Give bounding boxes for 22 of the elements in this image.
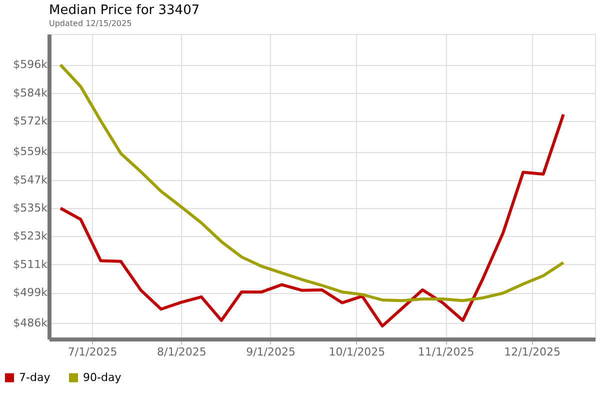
y-tick-label: $559k: [13, 145, 48, 158]
y-tick-label: $584k: [13, 86, 48, 100]
y-tick-label: $499k: [13, 286, 48, 300]
x-tick-label: 8/1/2025: [156, 346, 206, 358]
y-tick-label: $523k: [13, 230, 48, 243]
y-tick-label: $535k: [13, 202, 48, 215]
chart-title: Median Price for 33407: [49, 3, 200, 18]
line-series: [58, 63, 565, 302]
x-tick-label: 12/1/2025: [504, 346, 560, 358]
y-tick-label: $486k: [13, 316, 48, 330]
x-tick-label: 9/1/2025: [246, 346, 296, 358]
legend-label: 7-day: [19, 370, 51, 384]
y-tick-label: $511k: [13, 258, 48, 271]
legend-label: 90-day: [83, 370, 122, 384]
x-tick-label: 7/1/2025: [68, 346, 118, 358]
line-series: [58, 112, 565, 328]
chart-subtitle: Updated 12/15/2025: [49, 19, 132, 28]
y-tick-label: $596k: [13, 58, 48, 72]
y-tick-label: $572k: [13, 114, 48, 128]
x-tick-label: 11/1/2025: [418, 346, 474, 358]
y-tick-label: $547k: [13, 173, 48, 186]
x-tick-label: 10/1/2025: [328, 346, 386, 358]
